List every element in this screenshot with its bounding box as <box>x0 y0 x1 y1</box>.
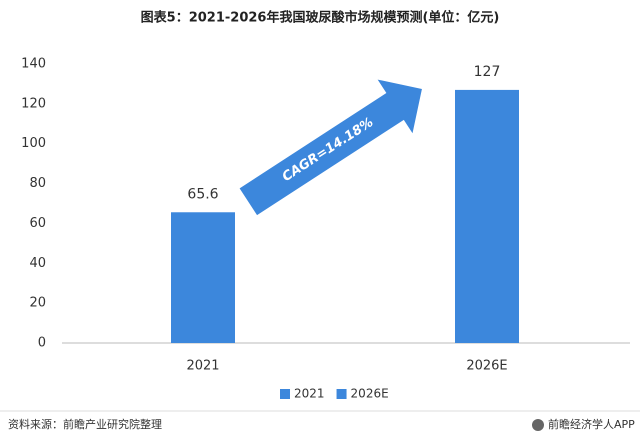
y-tick-label: 60 <box>29 216 46 231</box>
y-tick-label: 120 <box>21 96 46 111</box>
brand-icon <box>532 419 544 431</box>
bar <box>455 89 519 344</box>
y-tick-label: 0 <box>38 336 46 351</box>
x-tick-label: 2021 <box>186 359 219 374</box>
legend-label: 2026E <box>351 387 389 401</box>
y-tick-label: 40 <box>29 256 46 271</box>
source: 资料来源：前瞻产业研究院整理 <box>8 417 162 431</box>
legend-label: 2021 <box>294 387 325 401</box>
data-label: 65.6 <box>187 186 218 202</box>
y-tick-label: 140 <box>21 57 46 72</box>
legend-swatch <box>280 389 290 399</box>
legend-swatch <box>336 389 347 399</box>
y-tick-label: 100 <box>21 136 46 151</box>
chart-title: 图表5：2021-2026年我国玻尿酸市场规模预测(单位：亿元) <box>141 10 500 26</box>
annotation: CAGR=14.18% <box>280 115 377 185</box>
y-tick-label: 80 <box>29 176 46 191</box>
x-tick-label: 2026E <box>466 359 507 374</box>
arrow-shape <box>239 79 422 216</box>
brand: 前瞻经济学人APP <box>548 417 635 431</box>
data-label: 127 <box>474 64 501 80</box>
bar <box>171 212 235 343</box>
plot-area: 0 20 40 60 80 100 120 140 2021 65.6 2026E 127 2021 20… <box>21 57 630 401</box>
y-tick-label: 20 <box>29 296 46 311</box>
cagr-arrow: CAGR=14.18% <box>239 79 422 216</box>
